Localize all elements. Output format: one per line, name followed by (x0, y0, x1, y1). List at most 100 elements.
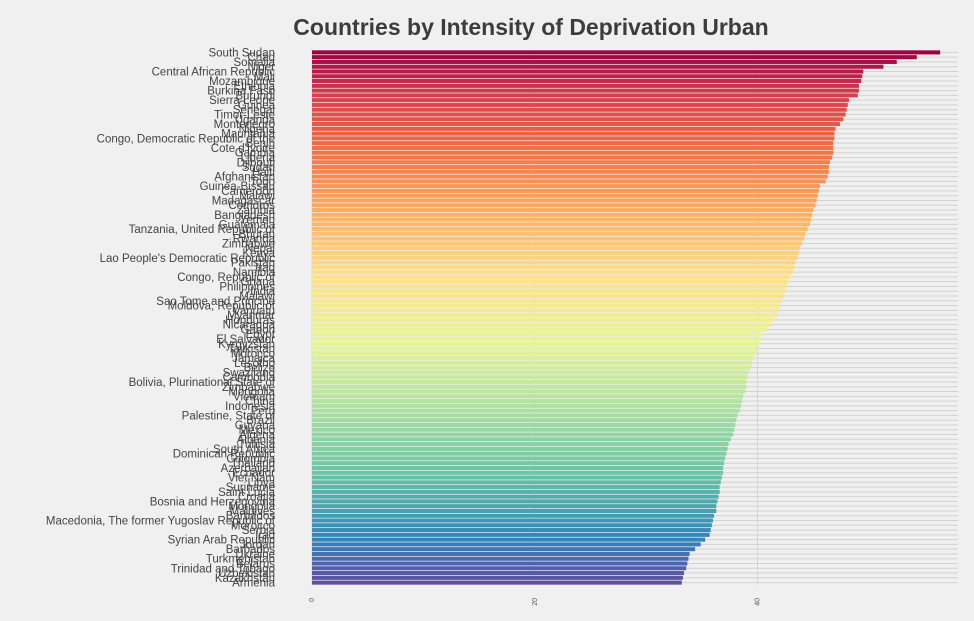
y-tick-label: Gambia (235, 148, 276, 160)
bar (312, 475, 722, 480)
bar (312, 59, 897, 64)
y-tick-label: Malawi (239, 191, 275, 203)
y-tick-label: Swaziland (223, 367, 275, 379)
bar (312, 494, 719, 499)
y-tick-label: Maldives (230, 506, 276, 518)
y-tick-label: Suriname (226, 482, 275, 494)
y-tick-label: Turkmenistan (206, 554, 275, 566)
y-tick-label: Yemen (240, 215, 275, 227)
bar (312, 461, 725, 466)
y-tick-label: Myanmar (227, 310, 275, 322)
y-tick-label: Trinidad and Tobago (171, 563, 275, 575)
bar (312, 413, 738, 418)
bar (312, 389, 746, 394)
bar (312, 580, 682, 585)
bar (312, 184, 820, 189)
y-tick-label: Timor-Leste (214, 109, 275, 121)
y-tick-label: Mongolia (228, 501, 275, 513)
y-tick-label: Congo, Republic of (177, 272, 276, 284)
bar (312, 145, 834, 150)
bar (312, 74, 863, 79)
bar (312, 442, 729, 447)
y-tick-label: Nicaragua (223, 320, 276, 332)
y-tick-label: Gabon (240, 324, 275, 336)
bar (312, 485, 720, 490)
bar (312, 370, 749, 375)
bar (312, 217, 811, 222)
y-tick-label: Cambodia (223, 372, 276, 384)
y-tick-label: Zambia (237, 205, 276, 217)
bar (312, 260, 796, 265)
y-tick-label: Cote d'Ivoire (211, 143, 275, 155)
bar (312, 341, 760, 346)
y-tick-label: Jamaica (232, 353, 275, 365)
bar (312, 437, 731, 442)
bar (312, 432, 734, 437)
bar (312, 360, 752, 365)
x-tick-label: 40 (755, 598, 762, 606)
bar (312, 131, 835, 136)
y-tick-label: Sudan (242, 162, 275, 174)
y-tick-label: Guyana (235, 420, 276, 432)
y-tick-label: Tunisia (238, 439, 275, 451)
bar (312, 284, 787, 289)
y-tick-label: Vanuatu (233, 305, 275, 317)
y-tick-label: Afghanistan (214, 172, 275, 184)
y-tick-label: Tanzania, United Republic of (129, 224, 276, 236)
bar (312, 399, 742, 404)
y-tick-label: Madagascar (212, 195, 275, 207)
bar (312, 556, 689, 561)
y-tick-label: Iraq (255, 262, 275, 274)
bar (312, 356, 755, 361)
bar (312, 188, 819, 193)
y-tick-label: Palestine, State of (182, 410, 276, 422)
bar (312, 327, 768, 332)
y-tick-label: Belarus (236, 559, 275, 571)
y-tick-label: Namibia (233, 267, 276, 279)
bar (312, 456, 726, 461)
bar (312, 169, 829, 174)
bar (312, 293, 785, 299)
bar (312, 394, 744, 399)
y-tick-label: Honduras (225, 315, 275, 327)
bar (312, 212, 813, 217)
bar (312, 551, 690, 556)
y-tick-label: South Sudan (208, 47, 275, 59)
y-tick-label: Nigeria (239, 124, 276, 136)
y-tick-label: Mauritania (221, 129, 275, 141)
x-tick-label: 20 (532, 598, 539, 606)
y-tick-label: Haiti (252, 167, 275, 179)
bar (312, 489, 720, 494)
bar (312, 198, 817, 203)
bar (312, 150, 834, 155)
y-tick-label: Central African Republic (152, 66, 276, 78)
y-tick-label: Guatemala (219, 219, 276, 231)
y-tick-label: Macedonia, The former Yugoslav Republic … (46, 516, 276, 528)
y-tick-label: Iraq (255, 530, 275, 542)
y-tick-label: Serbia (242, 525, 276, 537)
bar (312, 112, 846, 117)
y-tick-label: Cameroon (221, 186, 275, 198)
y-tick-label: Bosnia and Herzegovina (150, 496, 276, 508)
bar (312, 346, 758, 351)
y-tick-label: Syrian Arab Republic (168, 535, 276, 547)
bar (312, 155, 833, 160)
bar (312, 236, 805, 241)
bar (312, 55, 917, 60)
bar (312, 408, 740, 413)
y-tick-label: Pakistan (231, 258, 275, 270)
y-tick-label: Kyrgyzstan (218, 339, 275, 351)
y-tick-label: Ghana (240, 277, 275, 289)
bar (312, 69, 864, 74)
bar (312, 465, 723, 471)
y-tick-label: Indonesia (225, 401, 275, 413)
y-tick-label: China (245, 396, 276, 408)
y-tick-label: Brazil (246, 415, 275, 427)
y-tick-label: Vietnam (233, 391, 275, 403)
bar (312, 246, 800, 251)
bar (312, 222, 810, 227)
y-tick-label: Morocco (231, 520, 275, 532)
bar (312, 50, 941, 55)
y-tick-label: Ukraine (235, 549, 275, 561)
